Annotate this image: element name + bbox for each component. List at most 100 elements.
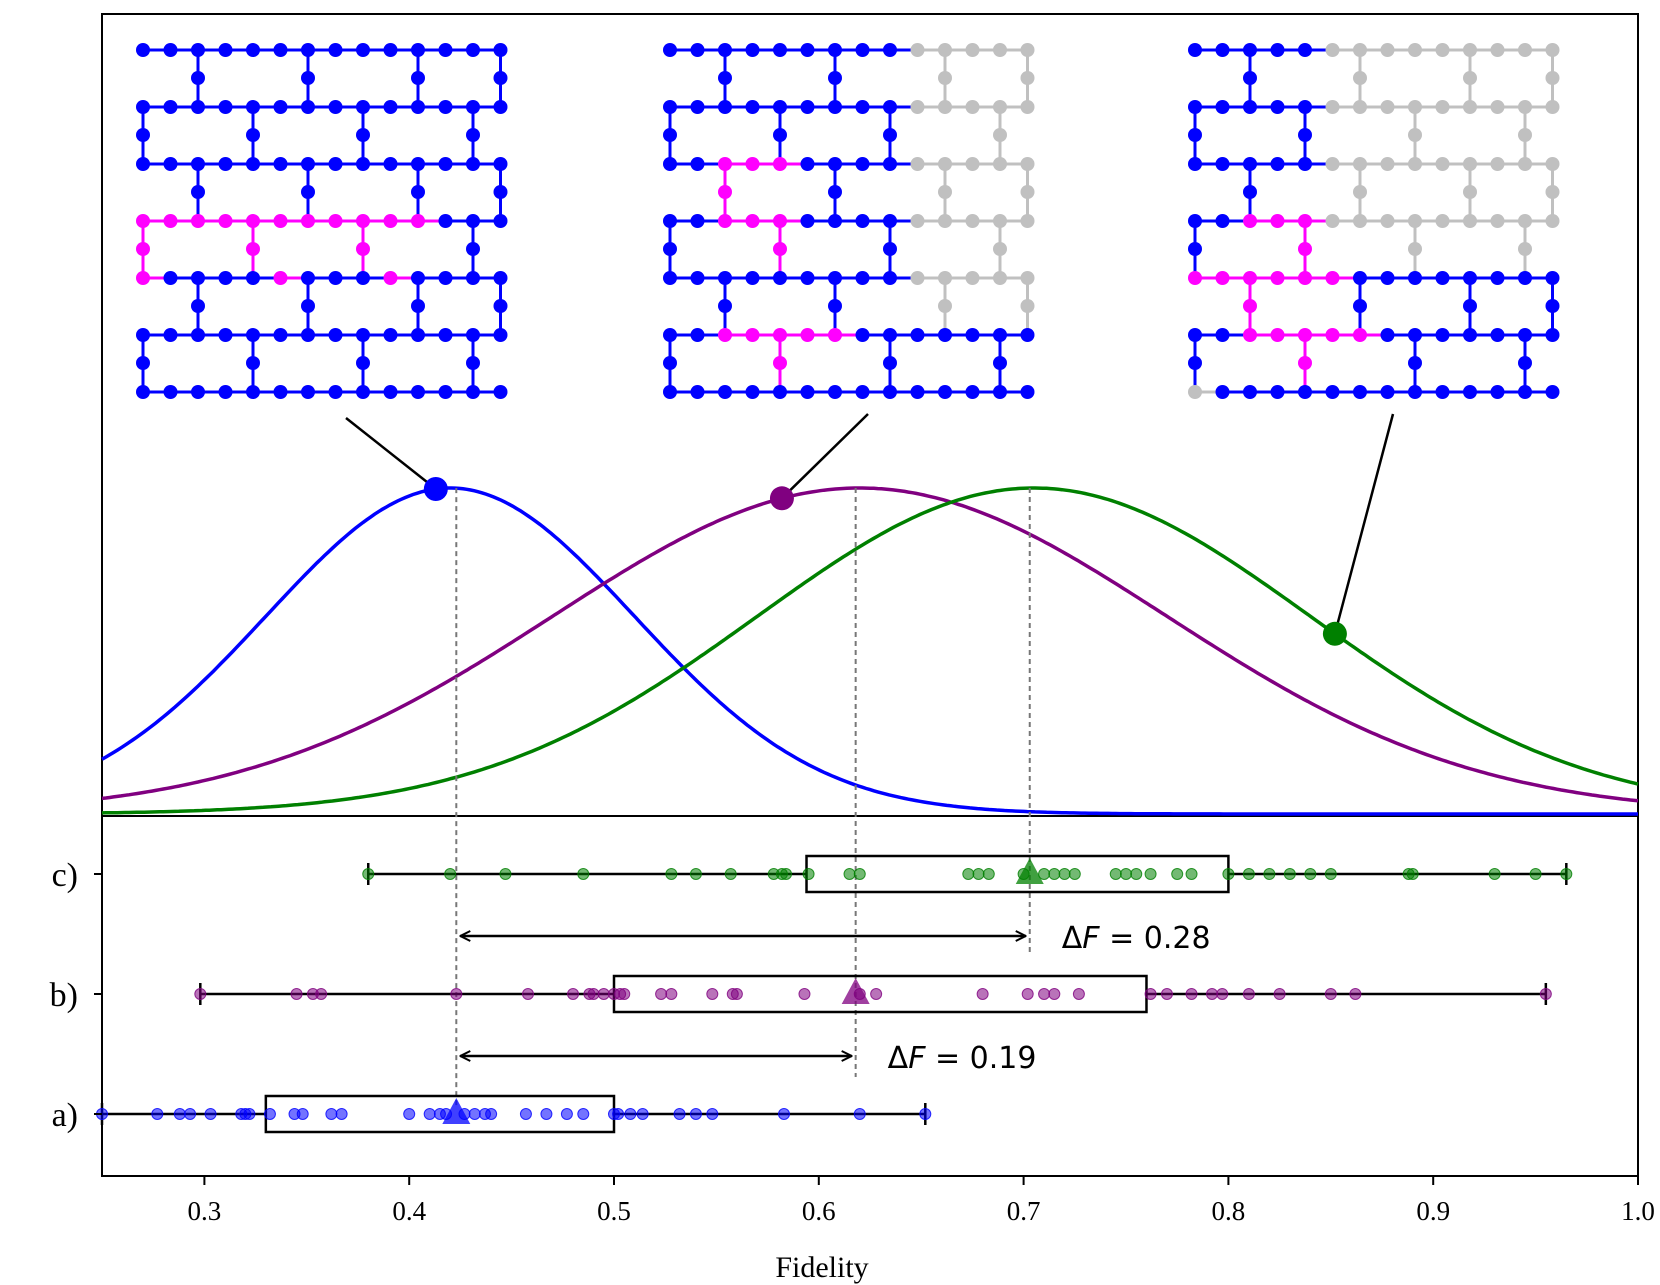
qubit-node: [1518, 214, 1532, 228]
row-label-2: b): [50, 977, 78, 1014]
qubit-node: [1518, 271, 1532, 285]
qubit-node: [1298, 385, 1312, 399]
qubit-node: [938, 271, 952, 285]
qubit-node: [718, 271, 732, 285]
qubit-node: [301, 214, 315, 228]
qubit-node: [745, 157, 760, 171]
data-point: [1273, 988, 1286, 1000]
x-tick-label: 0.4: [392, 1196, 426, 1226]
qubit-node: [745, 271, 760, 285]
qubit-node: [855, 271, 870, 285]
qubit-node: [773, 214, 787, 228]
qubit-node: [493, 271, 508, 285]
qubit-node: [1298, 271, 1312, 285]
qubit-node: [800, 43, 815, 57]
qubit-node: [466, 242, 480, 256]
qubit-node: [438, 385, 453, 399]
data-point: [982, 868, 995, 880]
qubit-node: [218, 328, 233, 342]
qubit-node: [1188, 356, 1202, 370]
qubit-node: [883, 356, 897, 370]
qubit-node: [1463, 385, 1477, 399]
qubit-node: [1353, 185, 1367, 199]
qubit-node: [356, 356, 370, 370]
qubit-node: [663, 100, 677, 114]
qubit-node: [356, 100, 370, 114]
qubit-node: [1380, 271, 1395, 285]
qubit-node: [1353, 71, 1367, 85]
qubit-node: [1243, 185, 1257, 199]
qubit-node: [1215, 385, 1230, 399]
qubit-node: [855, 385, 870, 399]
qubit-node: [466, 43, 480, 57]
qubit-node: [136, 385, 150, 399]
qubit-node: [773, 157, 787, 171]
qubit-node: [246, 356, 260, 370]
qubit-node: [1243, 271, 1257, 285]
qubit-node: [745, 100, 760, 114]
qubit-node: [773, 385, 787, 399]
qubit-node: [466, 356, 480, 370]
data-point: [1406, 868, 1419, 880]
qubit-node: [1020, 385, 1035, 399]
qubit-node: [1270, 43, 1285, 57]
qubit-node: [1020, 43, 1035, 57]
qubit-node: [273, 157, 288, 171]
qubit-node: [218, 214, 233, 228]
qubit-node: [1518, 43, 1532, 57]
data-point: [1048, 868, 1061, 880]
qubit-lattice: [1188, 43, 1560, 399]
qubit-node: [383, 328, 398, 342]
qubit-node: [718, 299, 732, 313]
qubit-node: [1188, 242, 1202, 256]
x-axis-label: Fidelity: [775, 1251, 868, 1284]
qubit-node: [883, 271, 897, 285]
data-point: [521, 988, 534, 1000]
qubit-node: [218, 100, 233, 114]
qubit-node: [328, 385, 343, 399]
data-point: [1160, 988, 1173, 1000]
qubit-node: [663, 157, 677, 171]
qubit-node: [910, 157, 925, 171]
inset-connector-3: [1333, 413, 1395, 635]
qubit-node: [356, 328, 370, 342]
qubit-node: [773, 242, 787, 256]
data-point: [689, 1108, 702, 1120]
qubit-node: [246, 328, 260, 342]
qubit-node: [163, 385, 178, 399]
qubit-node: [1435, 385, 1450, 399]
qubit-node: [301, 185, 315, 199]
qubit-node: [1020, 185, 1035, 199]
qubit-node: [246, 128, 260, 142]
qubit-node: [1490, 328, 1505, 342]
qubit-node: [493, 214, 508, 228]
qubit-node: [993, 128, 1007, 142]
qubit-node: [246, 157, 260, 171]
qubit-node: [828, 157, 842, 171]
qubit-node: [718, 43, 732, 57]
qubit-node: [938, 385, 952, 399]
qubit-node: [1463, 157, 1477, 171]
data-point: [972, 868, 985, 880]
qubit-node: [938, 214, 952, 228]
qubit-node: [1298, 43, 1312, 57]
qubit-node: [1463, 214, 1477, 228]
qubit-node: [690, 43, 705, 57]
data-point: [1242, 868, 1255, 880]
qubit-node: [1020, 214, 1035, 228]
qubit-node: [1408, 271, 1422, 285]
qubit-node: [301, 328, 315, 342]
qubit-node: [773, 43, 787, 57]
qubit-node: [1243, 100, 1257, 114]
qubit-node: [938, 100, 952, 114]
qubit-node: [718, 385, 732, 399]
qubit-node: [356, 128, 370, 142]
qubit-node: [773, 356, 787, 370]
qubit-node: [993, 214, 1007, 228]
qubit-node: [466, 157, 480, 171]
inset-connector-1: [345, 417, 437, 490]
qubit-node: [1243, 43, 1257, 57]
qubit-node: [828, 214, 842, 228]
data-point: [560, 1108, 573, 1120]
